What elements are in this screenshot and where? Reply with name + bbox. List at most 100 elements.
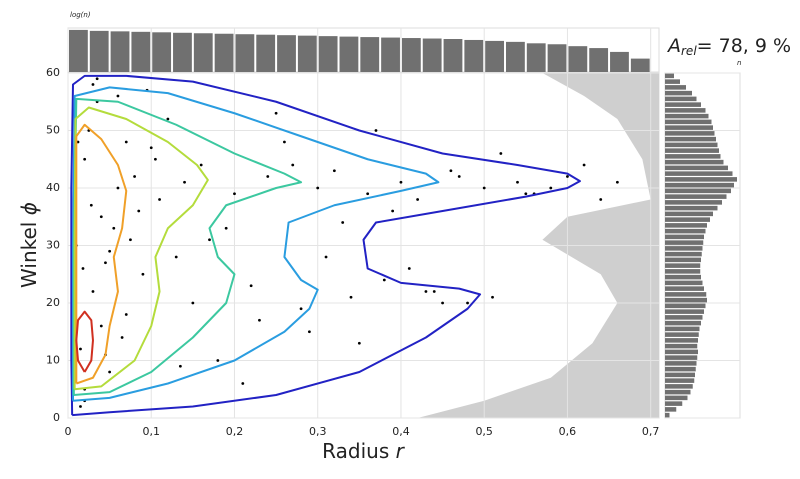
right-histogram-bar bbox=[665, 332, 699, 337]
right-histogram-bar bbox=[665, 315, 703, 320]
point bbox=[108, 370, 112, 374]
right-histogram-bar bbox=[665, 407, 677, 412]
top-histogram-bar bbox=[339, 36, 359, 72]
point bbox=[516, 180, 519, 184]
top-histogram-bar bbox=[277, 35, 296, 72]
annotation-symbol: A bbox=[666, 35, 681, 57]
top-histogram-bar bbox=[526, 43, 546, 72]
point bbox=[83, 157, 87, 161]
top-histogram-bar bbox=[506, 41, 525, 72]
right-histogram-bar bbox=[665, 355, 698, 360]
point bbox=[499, 152, 503, 155]
right-histogram-bar bbox=[665, 142, 718, 148]
contour bbox=[73, 106, 209, 391]
point bbox=[133, 175, 136, 178]
right-histogram-bar bbox=[665, 148, 719, 153]
top-histogram-bar bbox=[297, 35, 317, 72]
point bbox=[104, 261, 107, 265]
top-histogram-label: log(n) bbox=[70, 11, 91, 19]
top-histogram-bar bbox=[422, 38, 442, 72]
top-histogram-bar bbox=[152, 32, 172, 72]
y-tick-label: 60 bbox=[46, 66, 60, 79]
x-label-text: Radius bbox=[322, 439, 389, 463]
annotation-text: = 78, 9 % bbox=[697, 35, 791, 57]
point bbox=[95, 77, 99, 81]
y-label-symbol: ϕ bbox=[17, 202, 41, 215]
right-histogram-bar bbox=[665, 200, 722, 205]
point bbox=[124, 313, 128, 316]
right-histogram-bar bbox=[665, 205, 718, 211]
point bbox=[341, 221, 345, 224]
x-tick-label: 0,6 bbox=[559, 425, 577, 438]
point bbox=[99, 215, 103, 219]
right-histogram-bar bbox=[665, 292, 707, 297]
right-histogram-bar bbox=[665, 217, 710, 222]
contour bbox=[75, 310, 94, 373]
right-histogram-bar bbox=[665, 223, 707, 228]
top-histogram-bar bbox=[485, 40, 505, 72]
right-histogram-bar bbox=[665, 171, 733, 176]
right-histogram-bar bbox=[665, 102, 701, 107]
y-tick-label: 0 bbox=[53, 411, 60, 424]
point bbox=[316, 186, 320, 190]
point bbox=[149, 146, 153, 150]
right-histogram-bar bbox=[665, 269, 701, 274]
right-histogram-bar bbox=[665, 251, 702, 257]
top-histogram-bar bbox=[89, 30, 109, 72]
y-label-text: Winkel bbox=[17, 222, 41, 288]
right-histogram-bar bbox=[665, 194, 727, 199]
right-histogram-bar bbox=[665, 389, 691, 395]
point bbox=[441, 301, 444, 305]
right-histogram-bar bbox=[665, 131, 715, 136]
right-histogram-bar bbox=[665, 286, 704, 291]
point bbox=[416, 198, 420, 201]
y-tick-label: 20 bbox=[46, 296, 60, 309]
right-histogram-label: n bbox=[737, 59, 741, 67]
top-histogram-bar bbox=[610, 51, 629, 72]
right-histogram-bar bbox=[665, 211, 713, 217]
top-histogram-bar bbox=[173, 32, 192, 72]
right-histogram-bar bbox=[665, 395, 688, 401]
right-histogram-bar bbox=[665, 361, 697, 366]
x-tick-label: 0,7 bbox=[642, 425, 660, 438]
point bbox=[249, 284, 253, 288]
x-tick-label: 0,5 bbox=[475, 425, 493, 438]
point bbox=[432, 290, 436, 293]
point bbox=[91, 83, 95, 86]
top-histogram-bar bbox=[360, 37, 380, 72]
point bbox=[216, 359, 220, 362]
right-histogram-bar bbox=[665, 165, 728, 171]
point bbox=[108, 249, 112, 253]
point bbox=[124, 140, 128, 144]
point bbox=[549, 186, 553, 190]
right-histogram-bar bbox=[665, 159, 724, 165]
point bbox=[615, 180, 619, 184]
point bbox=[582, 163, 586, 167]
point bbox=[258, 318, 261, 322]
point bbox=[391, 209, 395, 213]
right-histogram-bar bbox=[665, 125, 713, 130]
right-histogram-bar bbox=[665, 246, 703, 251]
point bbox=[129, 238, 132, 242]
point bbox=[158, 198, 161, 201]
point bbox=[79, 347, 82, 351]
right-histogram-bar bbox=[665, 303, 706, 309]
top-histogram-bar bbox=[630, 58, 650, 72]
top-histogram-bar bbox=[568, 46, 588, 72]
point bbox=[283, 140, 286, 144]
x-tick-label: 0,3 bbox=[309, 425, 327, 438]
right-histogram-bar bbox=[665, 182, 734, 188]
right-histogram-bar bbox=[665, 79, 680, 84]
top-histogram-bar bbox=[464, 39, 484, 72]
top-histogram-bar bbox=[235, 34, 255, 72]
point bbox=[491, 295, 494, 299]
point bbox=[457, 175, 461, 178]
point bbox=[399, 180, 403, 184]
right-histogram-bar bbox=[665, 372, 695, 378]
point bbox=[81, 267, 85, 270]
y-tick-label: 30 bbox=[46, 239, 60, 252]
right-histogram-bar bbox=[665, 136, 716, 142]
point bbox=[466, 301, 469, 305]
point bbox=[357, 341, 361, 345]
